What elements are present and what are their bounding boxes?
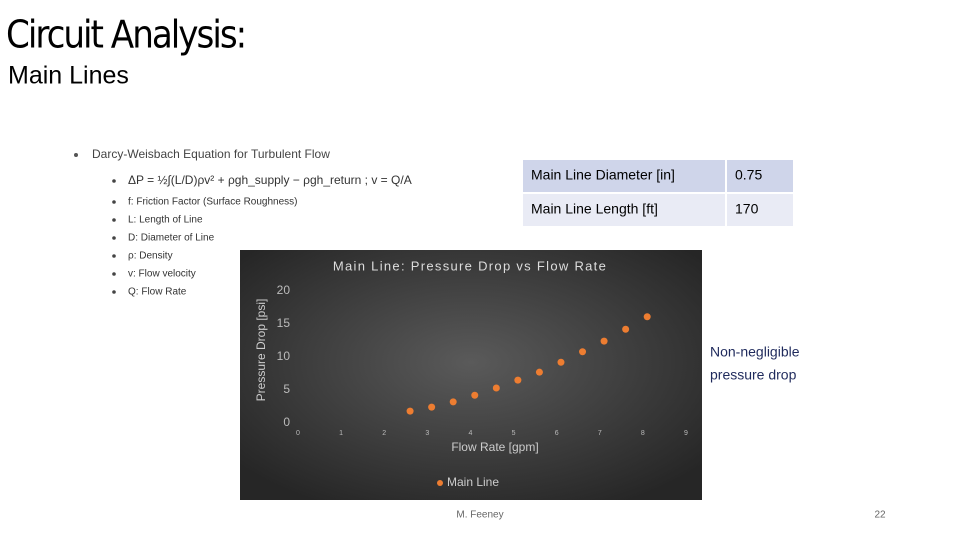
table-value: 0.75 [735,167,762,183]
bullet-dot [112,200,116,204]
x-tick-label: 9 [684,430,688,437]
bullet-dot [112,290,116,294]
data-point [471,391,479,399]
table-cell [523,160,725,192]
data-point [535,368,543,376]
y-axis-label: Pressure Drop [psi] [254,299,268,402]
data-point [622,325,630,333]
data-point [449,398,457,406]
bullet-dot [112,179,116,183]
x-tick-label: 3 [425,430,429,437]
x-tick-label: 1 [339,430,343,437]
y-tick-label: 20 [277,283,291,297]
x-axis-label: Flow Rate [gpm] [451,440,538,454]
x-tick-label: 5 [512,430,516,437]
bullet-item: ρ: Density [128,251,173,262]
x-tick-label: 2 [382,430,386,437]
footer-author: M. Feeney [456,510,503,521]
bullet-dot [112,272,116,276]
slide-title: Circuit Analysis: [6,13,245,57]
x-tick-label: 8 [641,430,645,437]
data-point [557,358,565,366]
bullet-dot [112,218,116,222]
legend-marker [437,480,443,486]
bullet-heading: Darcy-Weisbach Equation for Turbulent Fl… [92,147,330,161]
chart-title: Main Line: Pressure Drop vs Flow Rate [333,258,607,273]
data-point [514,376,522,384]
table-cell [727,160,793,192]
annotation: pressure drop [710,367,797,383]
slide-subtitle: Main Lines [8,62,129,90]
x-tick-label: 4 [468,430,472,437]
data-point [406,407,414,415]
table-label: Main Line Diameter [in] [531,167,675,183]
table-label: Main Line Length [ft] [531,201,658,217]
data-point [579,348,587,356]
y-tick-label: 0 [283,415,290,429]
table-value: 170 [735,201,759,217]
data-point [600,337,608,345]
bullet-item: f: Friction Factor (Surface Roughness) [128,197,298,208]
x-tick-label: 6 [555,430,559,437]
bullet-dot [74,153,78,157]
bullet-dot [112,236,116,240]
annotation: Non-negligible [710,344,800,360]
bullet-item: Q: Flow Rate [128,287,187,298]
x-tick-label: 7 [598,430,602,437]
x-tick-label: 0 [296,430,300,437]
bullet-item: L: Length of Line [128,215,203,226]
bullet-item: D: Diameter of Line [128,233,215,244]
data-point [643,313,651,321]
y-tick-label: 5 [283,382,290,396]
legend-label: Main Line [447,475,499,489]
chart-area [240,250,702,500]
y-tick-label: 15 [277,316,291,330]
y-tick-label: 10 [277,349,291,363]
table-cell [727,194,793,226]
bullet-item: v: Flow velocity [128,269,196,280]
table-cell [523,194,725,226]
page-number: 22 [874,510,886,521]
bullet-item: ΔP = ½∫(L/D)ρv² + ρgh_supply − ρgh_retur… [128,173,412,187]
bullet-dot [112,254,116,258]
data-point [492,384,500,392]
data-point [428,403,436,411]
